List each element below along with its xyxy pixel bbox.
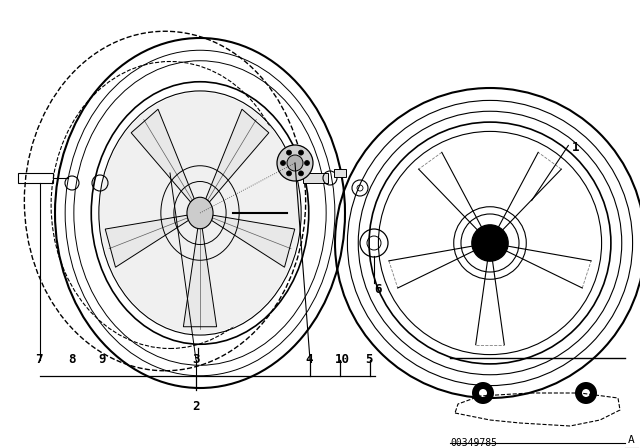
Text: A: A (628, 435, 635, 445)
Circle shape (287, 171, 291, 176)
Circle shape (582, 389, 590, 397)
Text: 7: 7 (35, 353, 42, 366)
Circle shape (287, 155, 303, 171)
Text: 8: 8 (68, 353, 76, 366)
Text: 4: 4 (305, 353, 312, 366)
Circle shape (298, 171, 303, 176)
Text: 5: 5 (365, 353, 372, 366)
Circle shape (472, 382, 494, 404)
Circle shape (472, 225, 508, 261)
Text: 2: 2 (192, 400, 200, 413)
Circle shape (575, 382, 597, 404)
Polygon shape (205, 109, 269, 202)
Text: 1: 1 (572, 141, 579, 154)
Polygon shape (184, 228, 216, 327)
Bar (303, 173, 328, 183)
Circle shape (287, 150, 291, 155)
Circle shape (298, 150, 303, 155)
Polygon shape (105, 215, 188, 267)
Text: 6: 6 (374, 283, 381, 296)
Text: 9: 9 (98, 353, 106, 366)
Bar (334, 169, 346, 177)
Text: 3: 3 (192, 353, 200, 366)
Text: 00349785: 00349785 (450, 438, 497, 448)
Ellipse shape (100, 92, 300, 334)
Polygon shape (212, 215, 295, 267)
Circle shape (479, 389, 487, 397)
Circle shape (305, 160, 310, 165)
Circle shape (280, 160, 285, 165)
Polygon shape (131, 109, 195, 202)
Ellipse shape (187, 197, 213, 229)
Text: 10: 10 (335, 353, 350, 366)
Bar (18, 173, 53, 183)
Circle shape (277, 145, 313, 181)
